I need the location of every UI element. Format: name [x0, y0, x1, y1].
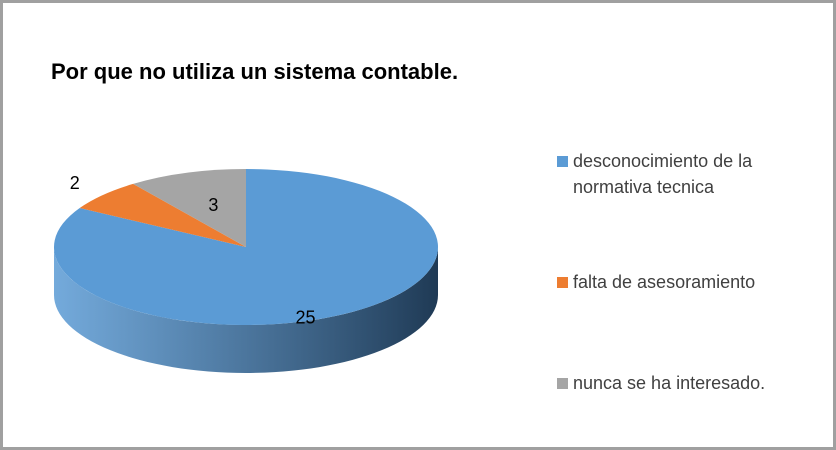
legend-swatch [557, 156, 568, 167]
legend-item: nunca se ha interesado. [557, 370, 827, 396]
data-label: 2 [70, 173, 80, 193]
slice [133, 169, 246, 247]
legend-label: falta de asesoramiento [573, 272, 756, 292]
legend-item: desconocimiento de la normativa tecnica [557, 148, 827, 200]
legend-swatch [557, 378, 568, 389]
legend-item: falta de asesoramiento [557, 269, 827, 295]
slice-side [54, 247, 438, 373]
data-label: 3 [208, 195, 218, 215]
legend-label: desconocimiento de la normativa tecnica [573, 151, 753, 197]
legend-swatch [557, 277, 568, 288]
chart: 25 2 3 [53, 169, 439, 373]
data-label: 25 [296, 308, 316, 328]
legend-label: nunca se ha interesado. [573, 373, 766, 393]
chart-title: Por que no utiliza un sistema contable. [51, 59, 459, 84]
slice [79, 183, 247, 247]
